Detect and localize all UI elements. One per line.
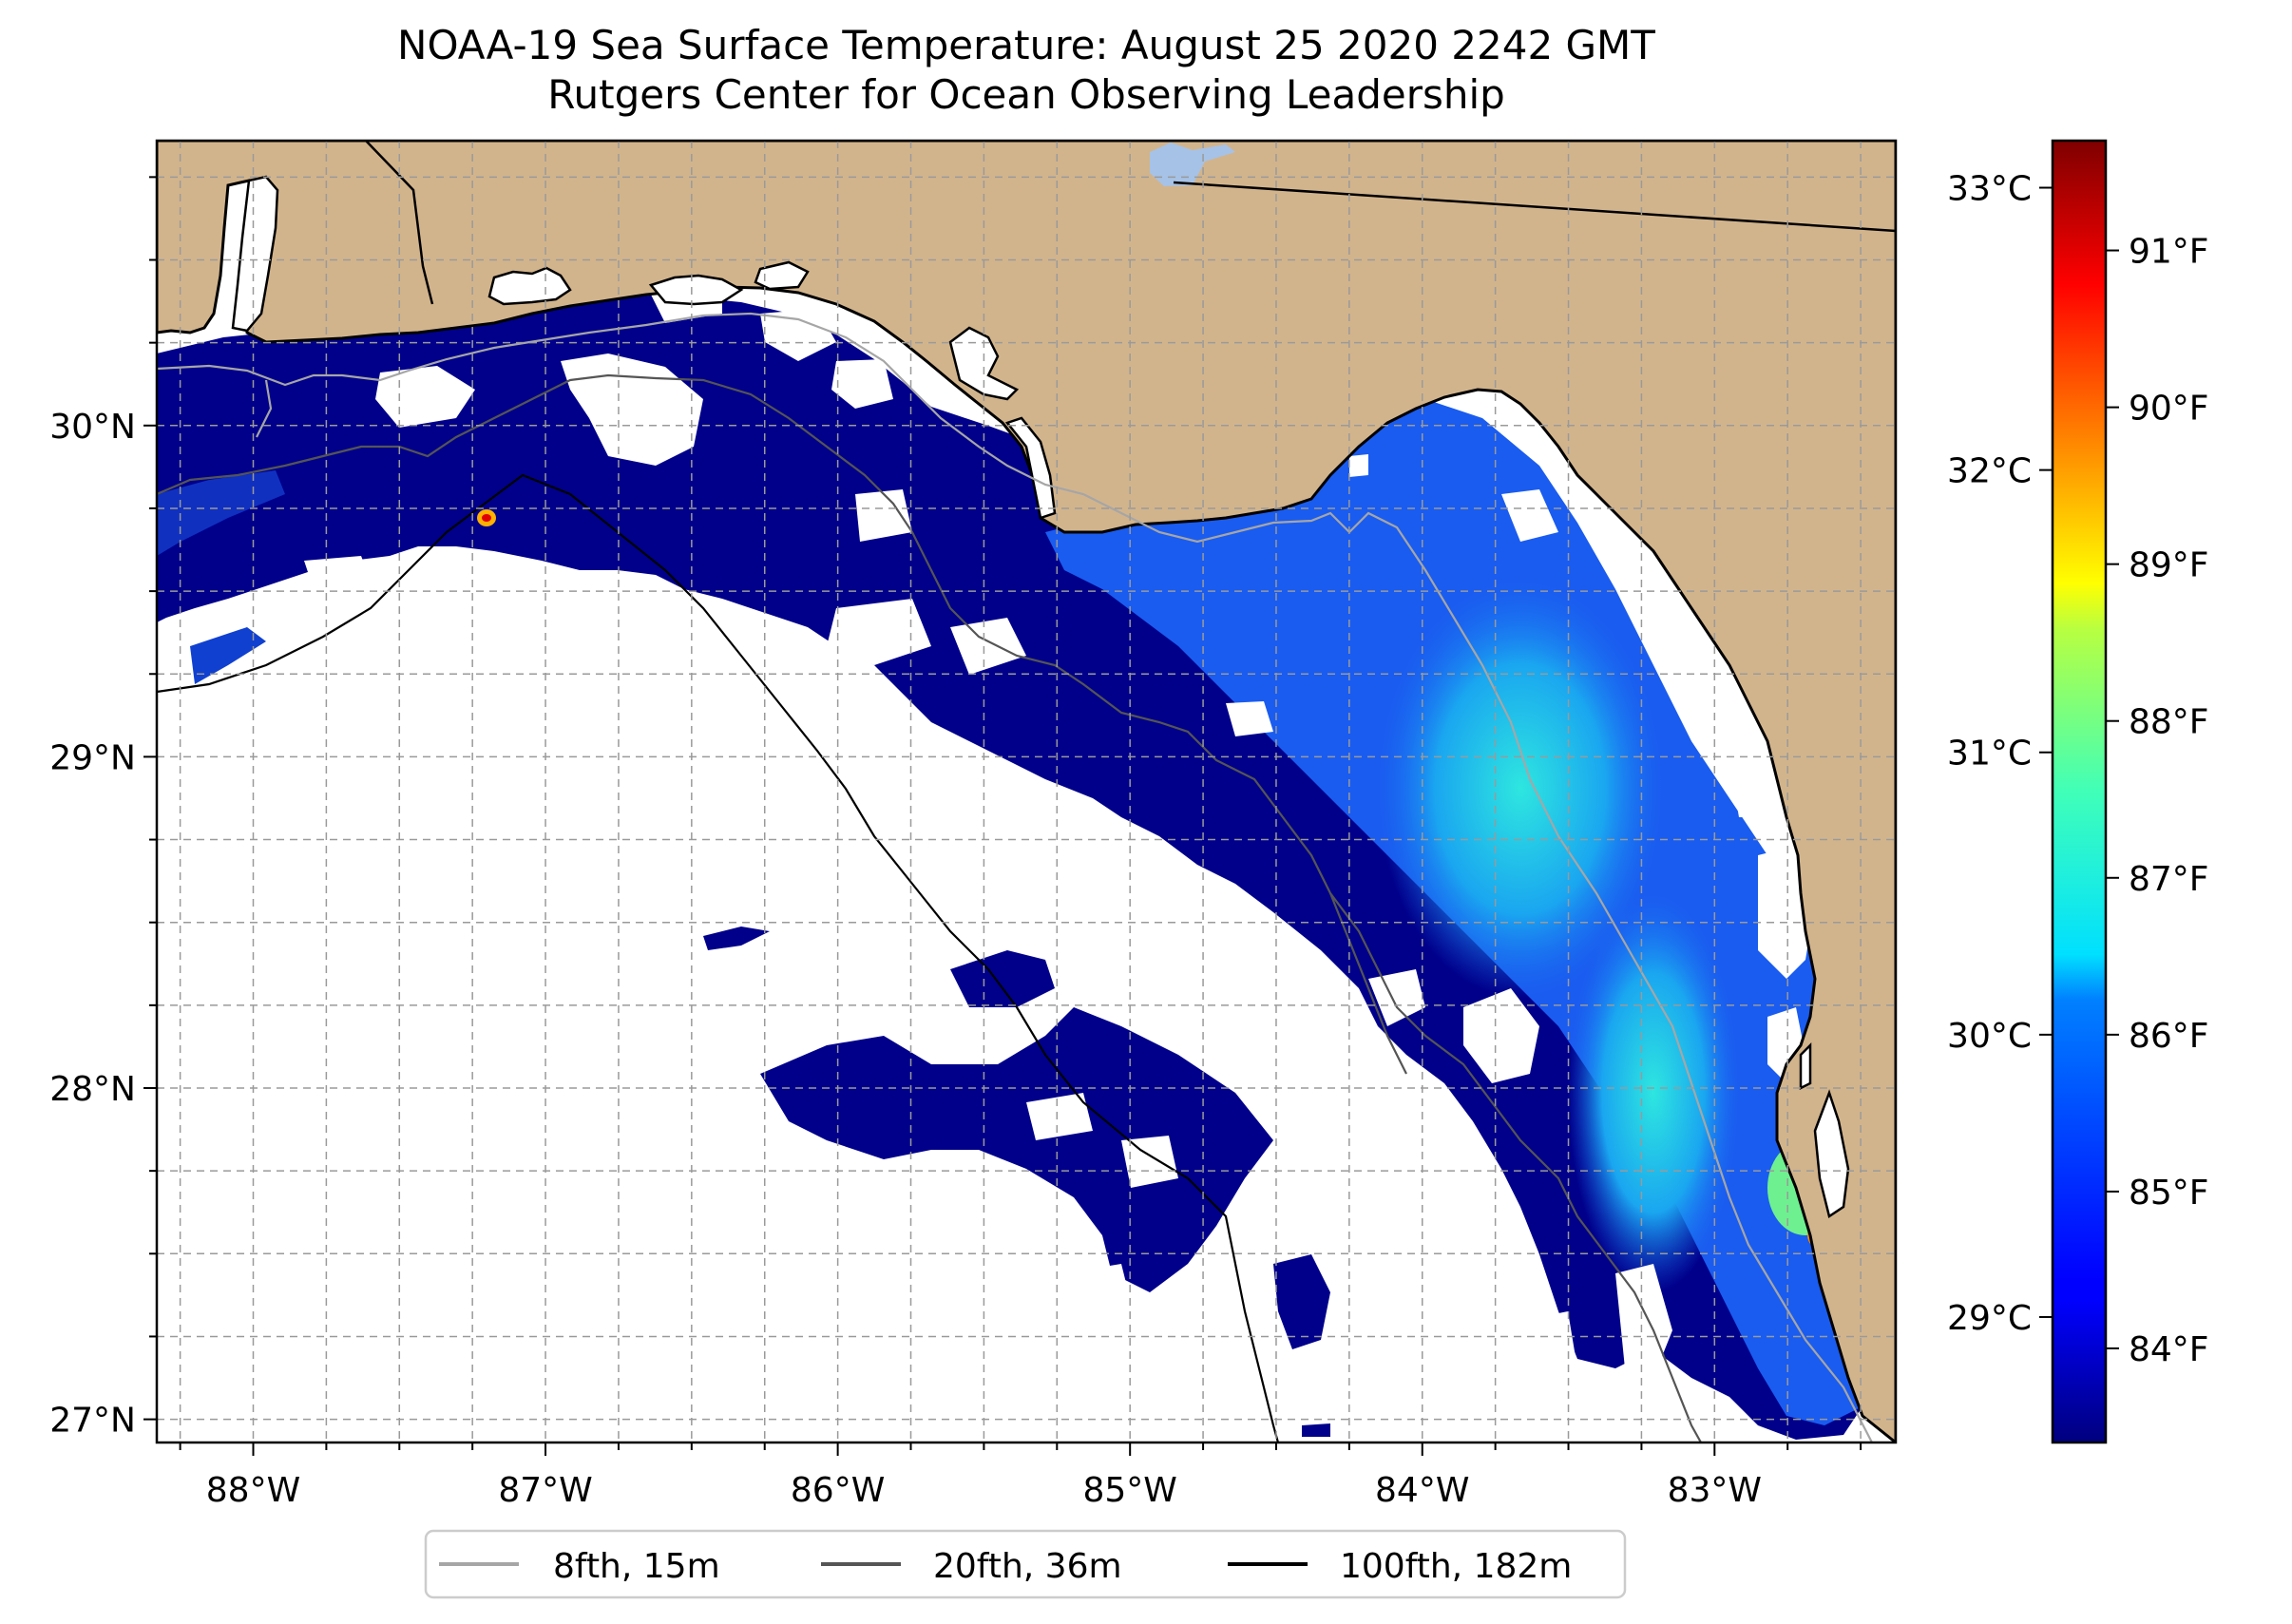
celsius-scale: 29°C 30°C 31°C 32°C 33°C xyxy=(1947,170,2053,1338)
y-tick-label: 30°N xyxy=(49,408,136,447)
land xyxy=(157,141,1896,1442)
lake xyxy=(1150,143,1235,186)
x-tick-label: 86°W xyxy=(791,1471,885,1510)
bays xyxy=(231,175,1850,1219)
map-subtitle: Rutgers Center for Ocean Observing Leade… xyxy=(547,71,1505,118)
legend-label-182m: 100fth, 182m xyxy=(1340,1547,1572,1586)
celsius-tick-label: 31°C xyxy=(1947,735,2032,774)
bathymetry-182m xyxy=(157,473,1280,1442)
legend: 8fth, 15m 20fth, 36m 100fth, 182m xyxy=(424,1529,1627,1599)
fahrenheit-tick-label: 89°F xyxy=(2129,546,2209,585)
bathymetry-15m xyxy=(157,312,1873,1442)
legend-label-15m: 8fth, 15m xyxy=(553,1547,720,1586)
fahrenheit-tick-label: 91°F xyxy=(2129,233,2209,272)
sst-data-layer xyxy=(157,223,1886,1440)
map-title: NOAA-19 Sea Surface Temperature: August … xyxy=(397,22,1655,68)
y-tick-label: 28°N xyxy=(49,1070,136,1109)
map-frame xyxy=(155,139,1898,1444)
legend-box xyxy=(424,1529,1627,1599)
x-tick-label: 87°W xyxy=(498,1471,592,1510)
fahrenheit-tick-label: 86°F xyxy=(2129,1017,2209,1056)
legend-label-36m: 20fth, 36m xyxy=(933,1547,1122,1586)
fahrenheit-tick-label: 87°F xyxy=(2129,860,2209,899)
colorbar-gradient xyxy=(2051,139,2108,1444)
political-borders xyxy=(365,141,1896,305)
colorbar: 29°C 30°C 31°C 32°C 33°C 84°F 85°F 86°F 87°F 88°… xyxy=(1947,139,2209,1444)
fahrenheit-tick-label: 84°F xyxy=(2129,1330,2209,1369)
celsius-tick-label: 32°C xyxy=(1947,452,2032,491)
celsius-tick-label: 30°C xyxy=(1947,1017,2032,1056)
x-axis: 88°W 87°W 86°W 85°W 84°W 83°W xyxy=(179,1442,1862,1510)
map-area xyxy=(157,141,1896,1442)
bathymetry-36m xyxy=(157,373,1702,1442)
x-tick-label: 88°W xyxy=(206,1471,300,1510)
y-axis: 27°N 28°N 29°N 30°N xyxy=(49,176,157,1441)
y-tick-label: 29°N xyxy=(49,738,136,777)
fahrenheit-tick-label: 88°F xyxy=(2129,703,2209,742)
celsius-tick-label: 29°C xyxy=(1947,1299,2032,1338)
title-block: NOAA-19 Sea Surface Temperature: August … xyxy=(157,21,1896,120)
x-tick-label: 85°W xyxy=(1082,1471,1176,1510)
gridlines xyxy=(157,141,1896,1442)
y-tick-label: 27°N xyxy=(49,1402,136,1441)
fahrenheit-scale: 84°F 85°F 86°F 87°F 88°F 89°F 90°F 91°F xyxy=(2106,233,2209,1369)
fahrenheit-tick-label: 85°F xyxy=(2129,1174,2209,1213)
celsius-tick-label: 33°C xyxy=(1947,170,2032,209)
fahrenheit-tick-label: 90°F xyxy=(2129,390,2209,429)
x-tick-label: 83°W xyxy=(1668,1471,1762,1510)
x-tick-label: 84°W xyxy=(1375,1471,1469,1510)
